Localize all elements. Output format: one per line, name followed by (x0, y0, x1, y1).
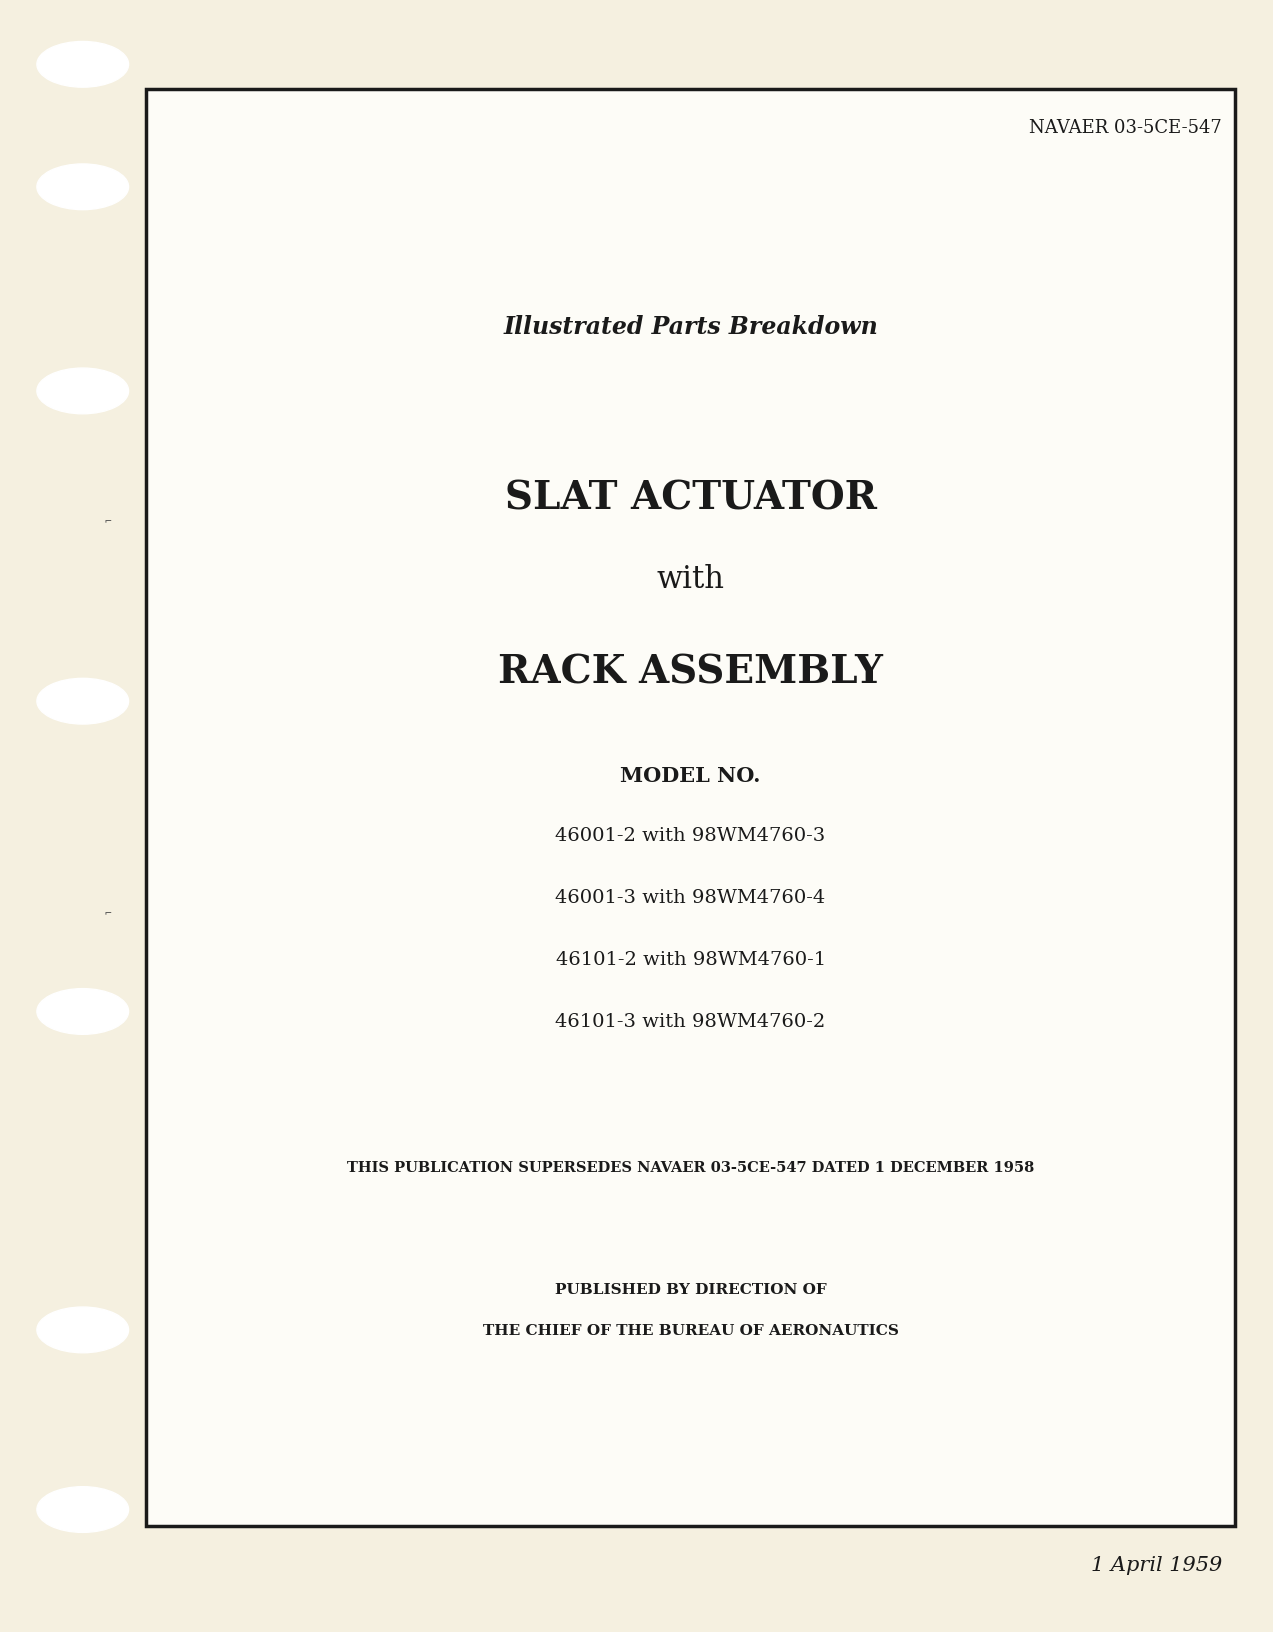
Text: 46001-2 with 98WM4760-3: 46001-2 with 98WM4760-3 (555, 826, 826, 845)
Ellipse shape (37, 369, 129, 415)
FancyBboxPatch shape (146, 90, 1235, 1526)
Text: ⌐: ⌐ (104, 909, 112, 919)
Text: THE CHIEF OF THE BUREAU OF AERONAUTICS: THE CHIEF OF THE BUREAU OF AERONAUTICS (482, 1324, 899, 1337)
Text: 46101-2 with 98WM4760-1: 46101-2 with 98WM4760-1 (555, 950, 826, 969)
Text: ⌐: ⌐ (104, 517, 112, 527)
Ellipse shape (37, 165, 129, 211)
Text: NAVAER 03-5CE-547: NAVAER 03-5CE-547 (1030, 119, 1222, 137)
Text: SLAT ACTUATOR: SLAT ACTUATOR (504, 478, 877, 517)
Text: Illustrated Parts Breakdown: Illustrated Parts Breakdown (503, 315, 878, 338)
Text: RACK ASSEMBLY: RACK ASSEMBLY (498, 653, 883, 692)
Ellipse shape (37, 1487, 129, 1532)
Text: 46101-3 with 98WM4760-2: 46101-3 with 98WM4760-2 (555, 1012, 826, 1031)
Ellipse shape (37, 42, 129, 88)
Text: PUBLISHED BY DIRECTION OF: PUBLISHED BY DIRECTION OF (555, 1283, 826, 1296)
Ellipse shape (37, 989, 129, 1035)
Ellipse shape (37, 1307, 129, 1353)
Text: THIS PUBLICATION SUPERSEDES NAVAER 03-5CE-547 DATED 1 DECEMBER 1958: THIS PUBLICATION SUPERSEDES NAVAER 03-5C… (348, 1160, 1034, 1173)
Text: MODEL NO.: MODEL NO. (620, 765, 761, 785)
Ellipse shape (37, 679, 129, 725)
Text: with: with (657, 565, 724, 594)
Text: 1 April 1959: 1 April 1959 (1091, 1555, 1222, 1575)
Text: 46001-3 with 98WM4760-4: 46001-3 with 98WM4760-4 (555, 888, 826, 907)
